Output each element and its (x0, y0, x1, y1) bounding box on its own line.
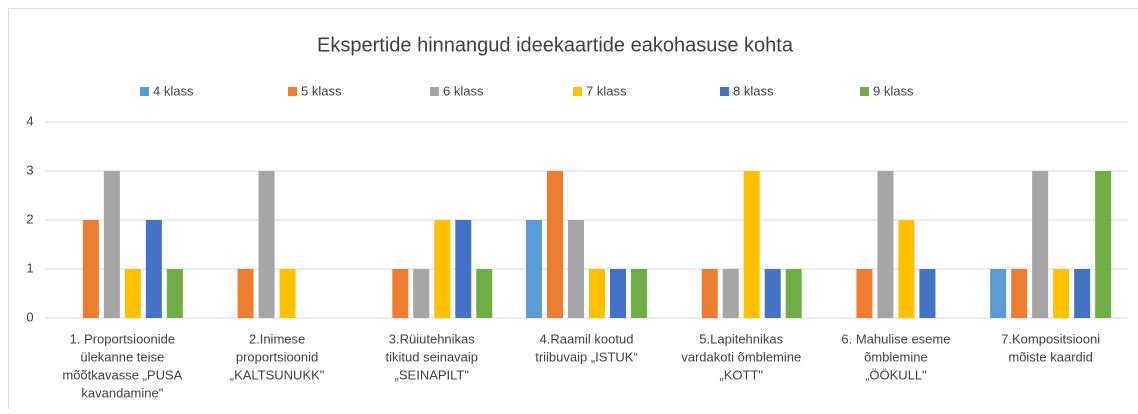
bar (919, 269, 935, 318)
bar (1032, 171, 1048, 318)
x-tick-label: õmblemine (864, 349, 928, 364)
bar (786, 269, 802, 318)
x-tick-label: triibuvaip „ISTUK“ (535, 349, 638, 364)
x-tick-label: 3.Rüiutehnikas (389, 331, 475, 346)
legend-label: 5 klass (301, 83, 342, 98)
y-tick-label: 4 (26, 113, 33, 128)
x-tick-label: kavandamine" (81, 385, 163, 400)
x-tick-label: „SEINAPILT" (395, 367, 470, 382)
bar (476, 269, 492, 318)
legend-label: 4 klass (153, 83, 194, 98)
legend-label: 8 klass (733, 83, 774, 98)
x-tick-label: 5.Lapitehnikas (699, 331, 783, 346)
x-tick-label: vardakoti õmblemine (681, 349, 801, 364)
bar (547, 171, 563, 318)
y-tick-label: 2 (26, 211, 33, 226)
legend-swatch (140, 87, 149, 96)
bar (1011, 269, 1027, 318)
bar (146, 220, 162, 318)
bar (526, 220, 542, 318)
x-tick-label: tikitud seinavaip (386, 349, 479, 364)
bar (259, 171, 275, 318)
x-tick-label: proportsioonid (236, 349, 318, 364)
y-tick-label: 1 (26, 260, 33, 275)
bar (1074, 269, 1090, 318)
legend-swatch (430, 87, 439, 96)
bar (280, 269, 296, 318)
bar (744, 171, 760, 318)
legend-label: 6 klass (443, 83, 484, 98)
bar (610, 269, 626, 318)
bar (434, 220, 450, 318)
x-tick-label: 4.Raamil kootud (540, 331, 634, 346)
x-tick-label: „KOTT" (719, 367, 763, 382)
bar (723, 269, 739, 318)
legend-swatch (288, 87, 297, 96)
bar (702, 269, 718, 318)
legend-swatch (573, 87, 582, 96)
bar (1095, 171, 1111, 318)
bar (83, 220, 99, 318)
bar (877, 171, 893, 318)
bar (455, 220, 471, 318)
bar (413, 269, 429, 318)
x-tick-label: „KALTSUNUKK" (230, 367, 325, 382)
x-tick-label: 6. Mahulise eseme (841, 331, 950, 346)
bar (1053, 269, 1069, 318)
chart-title: Ekspertide hinnangud ideekaartide eakoha… (317, 34, 794, 56)
x-tick-label: „ÖÖKULL" (865, 367, 927, 382)
bar (104, 171, 120, 318)
bar (589, 269, 605, 318)
bar (856, 269, 872, 318)
bar (568, 220, 584, 318)
x-tick-label: 2.Inimese (249, 331, 305, 346)
bar (631, 269, 647, 318)
x-tick-label: 7.Kompositsiooni (1001, 331, 1100, 346)
bar (392, 269, 408, 318)
legend-swatch (860, 87, 869, 96)
x-tick-label: 1. Proportsioonide (70, 331, 176, 346)
legend-label: 7 klass (586, 83, 627, 98)
bar (125, 269, 141, 318)
bar (238, 269, 254, 318)
x-tick-label: mõõtkavasse „PUSA (62, 367, 182, 382)
legend-swatch (720, 87, 729, 96)
bar (990, 269, 1006, 318)
y-tick-label: 3 (26, 162, 33, 177)
bar (898, 220, 914, 318)
x-tick-label: ülekanne teise (80, 349, 164, 364)
legend-label: 9 klass (873, 83, 914, 98)
bar (167, 269, 183, 318)
y-tick-label: 0 (26, 309, 33, 324)
x-tick-label: mõiste kaardid (1008, 349, 1093, 364)
bar (765, 269, 781, 318)
